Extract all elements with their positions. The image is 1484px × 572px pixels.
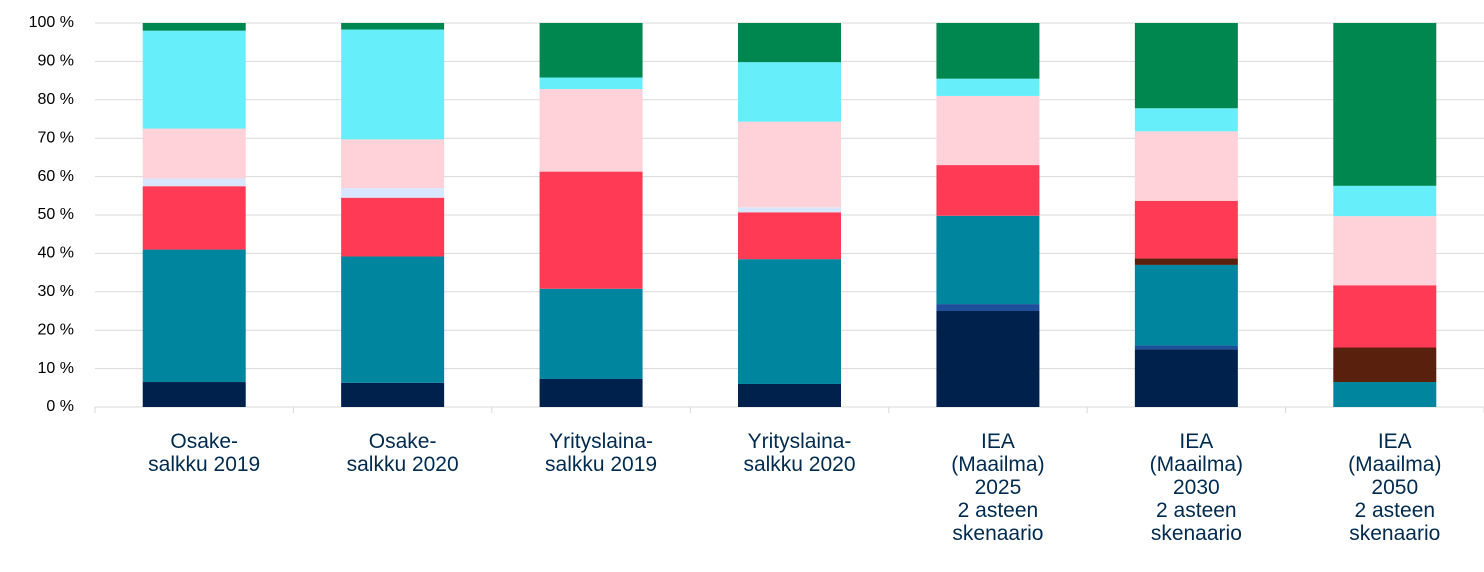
- bar-segment: [936, 78, 1040, 96]
- y-tick-label: 40 %: [38, 245, 74, 262]
- bar-segment: [1333, 285, 1437, 348]
- x-tick-label: IEA (Maailma) 2050 2 asteen skenaario: [1348, 430, 1442, 545]
- bar-segment: [142, 178, 246, 187]
- bar-segment: [936, 95, 1040, 166]
- bar-segment: [936, 304, 1040, 311]
- bar-segment: [142, 30, 246, 129]
- bar-segment: [738, 23, 841, 63]
- y-tick-label: 60 %: [38, 168, 74, 185]
- bar-segment: [539, 77, 643, 90]
- bar-segment: [341, 139, 445, 189]
- x-tick-label: Yrityslaina- salkku 2019: [545, 430, 658, 476]
- x-tick-label: Osake- salkku 2020: [346, 430, 459, 476]
- y-tick-label: 80 %: [38, 91, 74, 108]
- bar-segment: [1134, 131, 1238, 201]
- y-tick-label: 20 %: [38, 321, 74, 338]
- bar-segment: [142, 128, 246, 179]
- bar-segment: [539, 288, 643, 379]
- y-tick-label: 50 %: [38, 206, 74, 223]
- bar-segment: [1333, 185, 1437, 217]
- bar-segment: [1333, 347, 1437, 383]
- bar-segment: [341, 188, 445, 198]
- bar-segment: [1134, 258, 1238, 265]
- bar-segment: [142, 23, 246, 31]
- bar-segment: [738, 259, 841, 384]
- bar-segment: [1333, 216, 1437, 286]
- bar-segment: [142, 382, 246, 407]
- bar-segment: [738, 383, 841, 407]
- bar-segment: [1333, 382, 1437, 407]
- bar-segment: [1134, 23, 1238, 109]
- y-tick-label: 10 %: [38, 360, 74, 377]
- bar-segment: [341, 256, 445, 383]
- bar-segment: [1134, 349, 1238, 407]
- bar-segment: [738, 62, 841, 122]
- bar-segment: [738, 207, 841, 213]
- bar-segment: [936, 23, 1040, 79]
- bar-segment: [1134, 200, 1238, 259]
- y-tick-label: 70 %: [38, 129, 74, 146]
- bar-segment: [341, 23, 445, 30]
- bar-segment: [1134, 264, 1238, 346]
- bar-segment: [539, 89, 643, 172]
- y-tick-label: 90 %: [38, 53, 74, 70]
- y-tick-label: 100 %: [29, 14, 74, 31]
- bar-segment: [341, 197, 445, 257]
- bar-segment: [1333, 23, 1437, 186]
- bar-segment: [738, 121, 841, 208]
- y-tick-label: 0 %: [46, 398, 74, 415]
- bar-segment: [142, 249, 246, 383]
- bar-segment: [539, 378, 643, 407]
- bar-segment: [1134, 345, 1238, 350]
- x-tick-label: IEA (Maailma) 2025 2 asteen skenaario: [951, 430, 1045, 545]
- bar-segment: [936, 215, 1040, 305]
- x-tick-label: IEA (Maailma) 2030 2 asteen skenaario: [1149, 430, 1244, 545]
- bar-segment: [539, 171, 643, 289]
- x-tick-label: Osake- salkku 2019: [148, 430, 261, 476]
- bar-segment: [341, 382, 445, 407]
- bar-segment: [539, 23, 643, 78]
- y-tick-label: 30 %: [38, 283, 74, 300]
- bar-segment: [936, 165, 1040, 216]
- bar-segment: [142, 186, 246, 250]
- x-tick-label: Yrityslaina- salkku 2020: [743, 430, 856, 476]
- bar-segment: [1134, 108, 1238, 132]
- bar-segment: [738, 212, 841, 260]
- bar-segment: [341, 29, 445, 140]
- bar-segment: [936, 311, 1040, 407]
